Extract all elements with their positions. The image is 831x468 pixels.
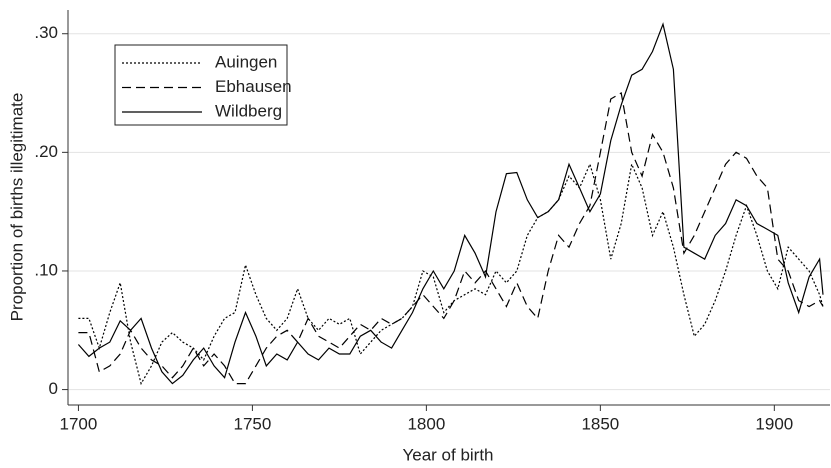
y-tick-label: .20 — [34, 142, 58, 161]
series-line — [77, 22, 824, 385]
legend-label: Wildberg — [215, 101, 282, 120]
x-tick-label: 1850 — [581, 414, 619, 433]
y-tick-label: .10 — [34, 260, 58, 279]
legend-label: Auingen — [215, 52, 277, 71]
series-line — [78, 92, 824, 385]
y-axis-label: Proportion of births illegitimate — [7, 93, 26, 322]
y-tick-label: .30 — [34, 23, 58, 42]
series-line — [78, 162, 824, 386]
y-tick-label: 0 — [49, 379, 58, 398]
x-tick-label: 1900 — [755, 414, 793, 433]
x-axis-label: Year of birth — [402, 445, 493, 464]
x-tick-label: 1800 — [407, 414, 445, 433]
legend-label: Ebhausen — [215, 77, 292, 96]
x-tick-label: 1750 — [233, 414, 271, 433]
x-tick-label: 1700 — [60, 414, 98, 433]
